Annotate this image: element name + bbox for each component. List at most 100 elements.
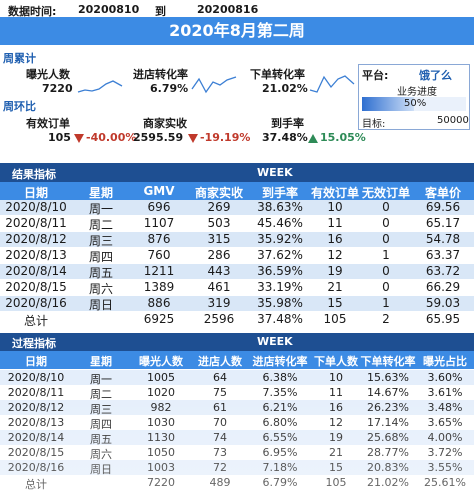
results-cell: 37.48%: [257, 312, 303, 326]
process-cell: 6.21%: [248, 401, 312, 414]
results-table-row[interactable]: 2020/8/15 周六 1389 461 33.19% 21 0 66.29: [0, 280, 474, 296]
results-cell: 周日: [88, 298, 113, 312]
results-cell: 11: [327, 216, 343, 230]
process-col-4: 进店转化率: [252, 355, 308, 368]
results-cell: 2020/8/15: [5, 280, 67, 294]
results-table-row[interactable]: 2020/8/14 周五 1211 443 36.59% 19 0 63.72: [0, 264, 474, 280]
process-cell: 16: [312, 401, 360, 414]
process-cell: 周一: [72, 371, 130, 387]
results-cell: 周五: [88, 266, 113, 280]
process-table-row[interactable]: 2020/8/16周日1003727.18%1520.83%3.55%: [0, 460, 474, 477]
revenue-change: -19.19%: [188, 131, 250, 144]
process-cell: 周五: [72, 431, 130, 447]
process-cell: 7220: [130, 476, 192, 489]
process-cell: 21.02%: [360, 476, 416, 489]
process-cell: 3.48%: [416, 401, 474, 414]
results-cell: 65.17: [425, 216, 461, 230]
results-cell: 2020/8/13: [5, 248, 67, 262]
process-cell: 1050: [130, 446, 192, 459]
process-table-row[interactable]: 2020/8/15周六1050736.95%2128.77%3.72%: [0, 445, 474, 461]
results-total-row[interactable]: 总计 6925 2596 37.48% 105 2 65.95: [0, 312, 474, 328]
process-cell: 2020/8/11: [0, 386, 72, 399]
results-cell: 63.37: [425, 248, 461, 262]
process-table-row[interactable]: 2020/8/11周二1020757.35%1114.67%3.61%: [0, 385, 474, 401]
process-col-7: 曝光占比: [423, 355, 467, 368]
process-cell: 周三: [72, 401, 130, 417]
handrate-value: 37.48%: [262, 131, 308, 144]
process-cell: 15: [312, 461, 360, 474]
process-cell: 15.63%: [360, 371, 416, 384]
process-cell: 20.83%: [360, 461, 416, 474]
process-cell: 周四: [72, 416, 130, 432]
process-cell: 25.68%: [360, 431, 416, 444]
results-cell: 1107: [143, 216, 175, 230]
results-cell: 37.62%: [257, 248, 303, 262]
target-label: 目标:: [362, 119, 386, 130]
process-cell: 26.23%: [360, 401, 416, 414]
results-col-2: GMV: [143, 184, 175, 198]
process-table-row[interactable]: 2020/8/10周一1005646.38%1015.63%3.60%: [0, 370, 474, 387]
progress-bar: 50%: [362, 97, 466, 111]
process-col-0: 日期: [25, 355, 47, 368]
results-cell: 周一: [88, 202, 113, 216]
process-cell: 70: [192, 416, 248, 429]
orders-change: -40.00%: [74, 131, 136, 144]
results-cell: 63.72: [425, 264, 461, 278]
results-table-row[interactable]: 2020/8/10 周一 696 269 38.63% 10 0 69.56: [0, 200, 474, 216]
results-cell: 2: [382, 312, 390, 326]
results-table-row[interactable]: 2020/8/12 周三 876 315 35.92% 16 0 54.78: [0, 232, 474, 248]
process-cell: 2020/8/14: [0, 431, 72, 444]
process-total-row[interactable]: 总计 72204896.79%10521.02%25.61%: [0, 475, 474, 491]
process-cell: 11: [312, 386, 360, 399]
results-cell: 16: [327, 232, 343, 246]
results-cell: 36.59%: [257, 264, 303, 278]
results-table-row[interactable]: 2020/8/16 周日 886 319 35.98% 15 1 59.03: [0, 296, 474, 312]
revenue-label: 商家实收: [143, 117, 187, 130]
process-cell: 2020/8/10: [0, 371, 72, 384]
results-header: 结果指标 WEEK: [0, 163, 474, 185]
results-cell: 760: [147, 248, 171, 262]
results-cell: 周二: [88, 218, 113, 232]
handrate-change-text: 15.05%: [320, 131, 366, 144]
results-table-row[interactable]: 2020/8/13 周四 760 286 37.62% 12 1 63.37: [0, 248, 474, 264]
results-col-3: 商家实收: [194, 186, 243, 200]
process-cell: 17.14%: [360, 416, 416, 429]
results-cell: 19: [327, 264, 343, 278]
process-cell: 73: [192, 446, 248, 459]
section-weekly: 周累计: [3, 52, 36, 65]
results-col-6: 无效订单: [361, 186, 410, 200]
results-cell: 2020/8/10: [5, 200, 67, 214]
results-cell: 35.98%: [257, 296, 303, 310]
process-cell: 14.67%: [360, 386, 416, 399]
platform-name[interactable]: 饿了么: [419, 69, 452, 82]
process-cell: 2020/8/13: [0, 416, 72, 429]
results-cell: 38.63%: [257, 200, 303, 214]
orders-value: 105: [48, 131, 71, 144]
results-cell: 0: [382, 280, 390, 294]
results-cell: 876: [147, 232, 171, 246]
results-cell: 66.29: [425, 280, 461, 294]
results-title: 结果指标: [12, 168, 56, 181]
results-cell: 1: [382, 248, 390, 262]
process-table-row[interactable]: 2020/8/13周四1030706.80%1217.14%3.65%: [0, 415, 474, 432]
process-cell: 6.95%: [248, 446, 312, 459]
process-cell: 2020/8/16: [0, 461, 72, 474]
results-cell: 54.78: [425, 232, 461, 246]
process-cell: 周日: [72, 461, 130, 477]
process-cell: 75: [192, 386, 248, 399]
process-table-row[interactable]: 2020/8/14周五1130746.55%1925.68%4.00%: [0, 430, 474, 447]
process-table-row[interactable]: 2020/8/12周三982616.21%1626.23%3.48%: [0, 400, 474, 417]
results-cell: 461: [207, 280, 231, 294]
results-cell: 0: [382, 200, 390, 214]
end-date[interactable]: 20200816: [197, 3, 259, 16]
process-cell: 64: [192, 371, 248, 384]
results-cell: 2020/8/11: [5, 216, 67, 230]
results-table-row[interactable]: 2020/8/11 周二 1107 503 45.46% 11 0 65.17: [0, 216, 474, 232]
start-date[interactable]: 20200810: [78, 3, 140, 16]
results-cell: 15: [327, 296, 343, 310]
results-cell: 59.03: [425, 296, 461, 310]
process-title: 过程指标: [12, 337, 56, 350]
results-cell: 总计: [23, 314, 48, 328]
results-cell: 443: [207, 264, 231, 278]
results-cell: 2020/8/12: [5, 232, 67, 246]
